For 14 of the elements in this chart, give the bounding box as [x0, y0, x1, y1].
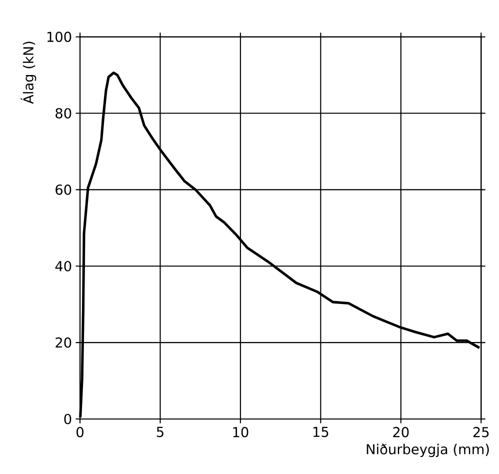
y-tick-label: 80: [56, 108, 72, 119]
y-axis-title: Álag (kN): [20, 42, 36, 104]
x-tick-label: 25: [473, 427, 489, 438]
x-axis-title: Niðurbeygja (mm): [366, 444, 489, 458]
x-tick-label: 0: [76, 427, 84, 438]
y-tick-label: 100: [47, 32, 72, 42]
x-tick-label: 10: [233, 427, 248, 438]
y-tick-label: 20: [56, 338, 72, 348]
y-tick-label: 40: [55, 261, 72, 272]
x-tick-label: 20: [393, 427, 409, 438]
x-tick-label: 5: [156, 427, 164, 438]
y-tick-label: 0: [64, 414, 72, 424]
y-tick-label: 60: [56, 184, 72, 196]
x-tick-label: 15: [313, 427, 328, 438]
